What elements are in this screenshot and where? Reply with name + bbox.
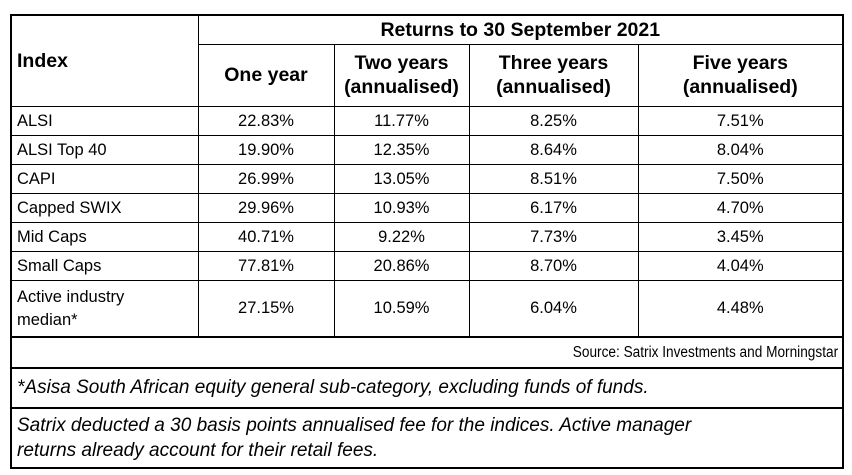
col-header-three-years: Three years (annualised) [468, 44, 639, 107]
row-capped-swix: Capped SWIX 29.96% 10.93% 6.17% 4.70% [10, 193, 844, 223]
row-label: ALSI [10, 106, 199, 136]
row-alsi: ALSI 22.83% 11.77% 8.25% 7.51% [10, 106, 844, 136]
returns-table-container: Index Returns to 30 September 2021 One y… [10, 14, 845, 469]
value-cell: 8.51% [468, 164, 639, 194]
row-small-caps: Small Caps 77.81% 20.86% 8.70% 4.04% [10, 251, 844, 281]
col-header-label: One year [224, 63, 308, 86]
value-cell: 6.04% [468, 280, 639, 338]
value-cell: 8.70% [468, 251, 639, 281]
col-header-sublabel: (annualised) [682, 75, 798, 98]
value-cell: 3.45% [637, 222, 844, 252]
footnote-fees: Satrix deducted a 30 basis points annual… [10, 407, 844, 469]
value-cell: 4.48% [637, 280, 844, 338]
value-cell: 8.04% [637, 135, 844, 165]
row-mid-caps: Mid Caps 40.71% 9.22% 7.73% 3.45% [10, 222, 844, 252]
value-cell: 8.25% [468, 106, 639, 136]
col-header-one-year: One year [197, 44, 335, 107]
source-row: Source: Satrix Investments and Morningst… [10, 336, 844, 369]
col-header-label: Three years [498, 52, 609, 75]
value-cell: 4.70% [637, 193, 844, 223]
value-cell: 6.17% [468, 193, 639, 223]
footnote-asisa: *Asisa South African equity general sub-… [10, 367, 844, 409]
value-cell: 10.59% [333, 280, 470, 338]
col-header-label: Two years [354, 52, 449, 75]
col-header-label: Five years [692, 52, 788, 75]
source-cell: Source: Satrix Investments and Morningst… [10, 336, 844, 369]
value-cell: 40.71% [197, 222, 335, 252]
row-label: Active industry median* [10, 280, 199, 338]
row-capi: CAPI 26.99% 13.05% 8.51% 7.50% [10, 164, 844, 194]
value-cell: 10.93% [333, 193, 470, 223]
value-cell: 27.15% [197, 280, 335, 338]
value-cell: 12.35% [333, 135, 470, 165]
value-cell: 7.50% [637, 164, 844, 194]
value-cell: 13.05% [333, 164, 470, 194]
row-label: Mid Caps [10, 222, 199, 252]
source-note: Source: Satrix Investments and Morningst… [572, 343, 838, 361]
value-cell: 7.73% [468, 222, 639, 252]
header-row-title: Index Returns to 30 September 2021 [10, 14, 844, 107]
value-cell: 11.77% [333, 106, 470, 136]
value-cell: 77.81% [197, 251, 335, 281]
row-alsi-top-40: ALSI Top 40 19.90% 12.35% 8.64% 8.04% [10, 135, 844, 165]
table-title: Returns to 30 September 2021 [197, 14, 844, 45]
col-header-two-years: Two years (annualised) [333, 44, 470, 107]
value-cell: 20.86% [333, 251, 470, 281]
footnote-row-fees: Satrix deducted a 30 basis points annual… [10, 407, 844, 469]
index-column-header: Index [10, 14, 199, 107]
value-cell: 9.22% [333, 222, 470, 252]
value-cell: 8.64% [468, 135, 639, 165]
col-header-sublabel: (annualised) [344, 75, 459, 98]
row-label: CAPI [10, 164, 199, 194]
value-cell: 26.99% [197, 164, 335, 194]
value-cell: 4.04% [637, 251, 844, 281]
row-label: Capped SWIX [10, 193, 199, 223]
row-label: ALSI Top 40 [10, 135, 199, 165]
row-label: Small Caps [10, 251, 199, 281]
value-cell: 19.90% [197, 135, 335, 165]
value-cell: 7.51% [637, 106, 844, 136]
col-header-five-years: Five years (annualised) [637, 44, 844, 107]
col-header-sublabel: (annualised) [496, 75, 611, 98]
footnote-row-asisa: *Asisa South African equity general sub-… [10, 367, 844, 409]
header-row-columns: One year Two years (annualised) Three ye… [11, 44, 844, 107]
value-cell: 22.83% [197, 106, 335, 136]
value-cell: 29.96% [197, 193, 335, 223]
returns-table: Index Returns to 30 September 2021 One y… [10, 14, 845, 469]
row-active-industry-median: Active industry median* 27.15% 10.59% 6.… [10, 280, 844, 338]
